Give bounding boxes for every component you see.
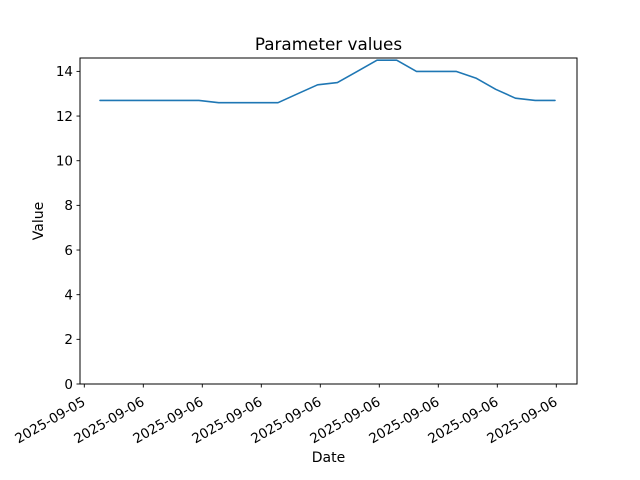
plot-area: [79, 57, 578, 385]
y-tick-label: 14: [56, 64, 73, 80]
x-axis-label: Date: [312, 450, 345, 466]
y-tick-label: 10: [56, 154, 73, 170]
y-tick-label: 12: [56, 109, 73, 125]
chart-dynamic-content: 024681012142025-09-052025-09-062025-09-0…: [12, 59, 560, 447]
chart-title: Parameter values: [255, 34, 402, 54]
y-tick-label: 4: [64, 287, 73, 303]
data-line: [99, 59, 556, 104]
y-tick-label: 8: [64, 198, 73, 214]
y-axis-label: Value: [31, 202, 47, 240]
y-tick-label: 2: [64, 332, 73, 348]
y-tick-label: 6: [64, 243, 73, 259]
y-tick-label: 0: [64, 377, 73, 393]
